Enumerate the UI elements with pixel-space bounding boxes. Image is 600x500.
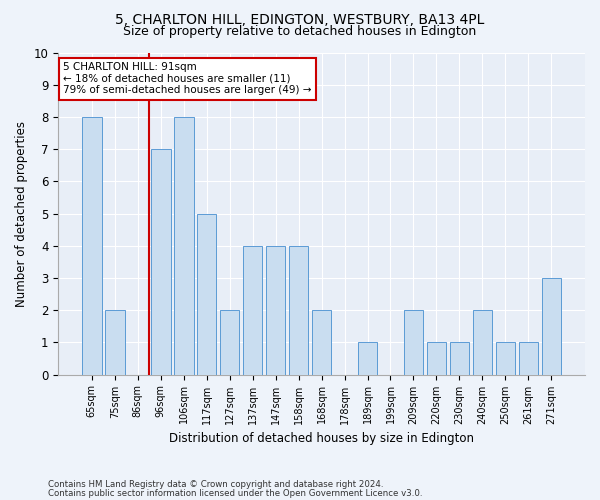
Bar: [266, 246, 286, 374]
Bar: [289, 246, 308, 374]
Bar: [197, 214, 217, 374]
Bar: [518, 342, 538, 374]
Bar: [449, 342, 469, 374]
Bar: [151, 149, 170, 374]
Y-axis label: Number of detached properties: Number of detached properties: [15, 120, 28, 306]
X-axis label: Distribution of detached houses by size in Edington: Distribution of detached houses by size …: [169, 432, 474, 445]
Bar: [473, 310, 492, 374]
Text: Contains public sector information licensed under the Open Government Licence v3: Contains public sector information licen…: [48, 489, 422, 498]
Text: Contains HM Land Registry data © Crown copyright and database right 2024.: Contains HM Land Registry data © Crown c…: [48, 480, 383, 489]
Bar: [105, 310, 125, 374]
Text: 5, CHARLTON HILL, EDINGTON, WESTBURY, BA13 4PL: 5, CHARLTON HILL, EDINGTON, WESTBURY, BA…: [115, 12, 485, 26]
Text: Size of property relative to detached houses in Edington: Size of property relative to detached ho…: [124, 25, 476, 38]
Bar: [174, 117, 194, 374]
Bar: [427, 342, 446, 374]
Text: 5 CHARLTON HILL: 91sqm
← 18% of detached houses are smaller (11)
79% of semi-det: 5 CHARLTON HILL: 91sqm ← 18% of detached…: [64, 62, 312, 96]
Bar: [312, 310, 331, 374]
Bar: [220, 310, 239, 374]
Bar: [404, 310, 423, 374]
Bar: [82, 117, 101, 374]
Bar: [243, 246, 262, 374]
Bar: [496, 342, 515, 374]
Bar: [358, 342, 377, 374]
Bar: [542, 278, 561, 374]
